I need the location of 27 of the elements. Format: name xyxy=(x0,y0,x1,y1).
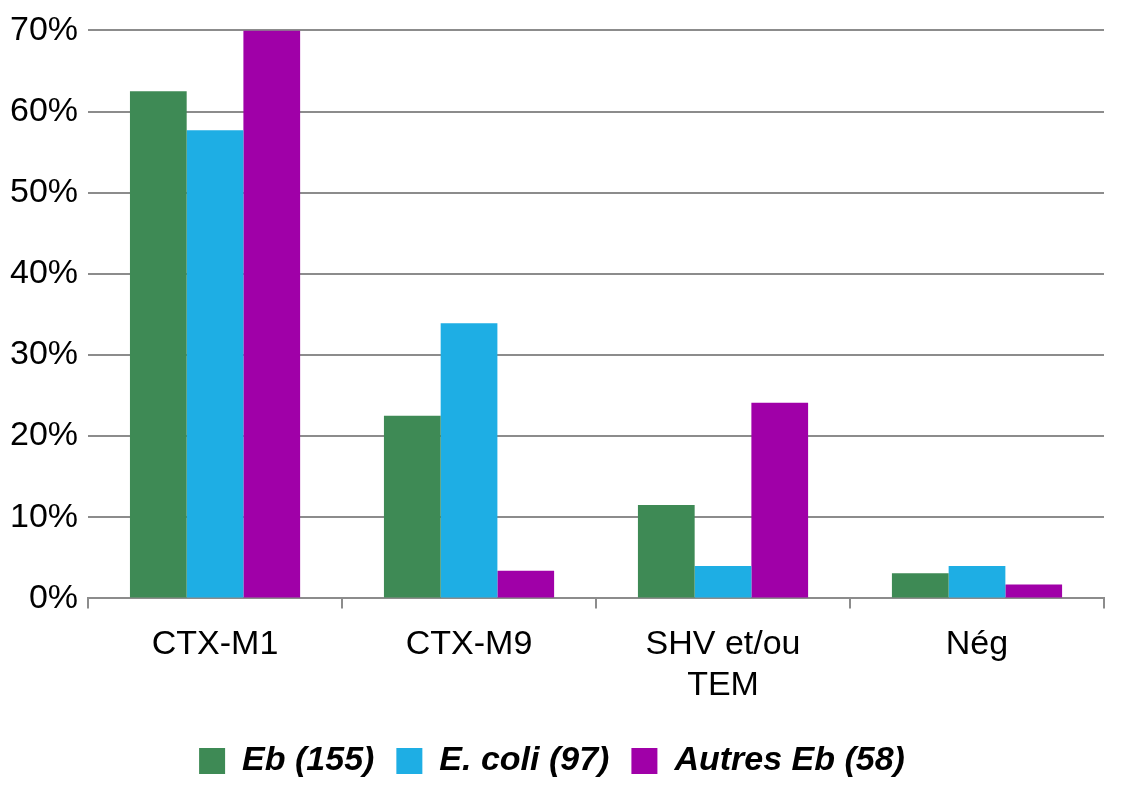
y-tick-label: 0% xyxy=(28,576,79,615)
bar xyxy=(891,573,949,598)
bar xyxy=(383,415,441,598)
y-tick-label: 40% xyxy=(9,252,79,291)
y-tick-label: 60% xyxy=(9,89,79,128)
legend-label: Eb (155) xyxy=(242,739,375,778)
y-tick-label: 30% xyxy=(9,333,79,372)
bar xyxy=(497,570,555,598)
y-tick-label: 50% xyxy=(9,171,79,210)
bar xyxy=(694,565,752,598)
x-tick-label: CTX-M1 xyxy=(151,623,279,662)
bar xyxy=(129,91,187,598)
y-tick-label: 70% xyxy=(9,8,79,47)
x-tick-label: Nég xyxy=(945,623,1009,662)
bar xyxy=(186,130,244,598)
bar xyxy=(637,505,695,598)
y-tick-label: 10% xyxy=(9,495,79,534)
x-tick-label: CTX-M9 xyxy=(405,623,533,662)
bar xyxy=(751,402,809,598)
legend-label: E. coli (97) xyxy=(439,739,610,778)
bar xyxy=(243,30,301,598)
legend-label: Autres Eb (58) xyxy=(673,739,905,778)
y-tick-label: 20% xyxy=(9,414,79,453)
bar xyxy=(1005,584,1063,598)
bar xyxy=(948,565,1006,598)
bar xyxy=(440,323,498,598)
x-tick-label: SHV et/ou TEM xyxy=(645,623,801,702)
